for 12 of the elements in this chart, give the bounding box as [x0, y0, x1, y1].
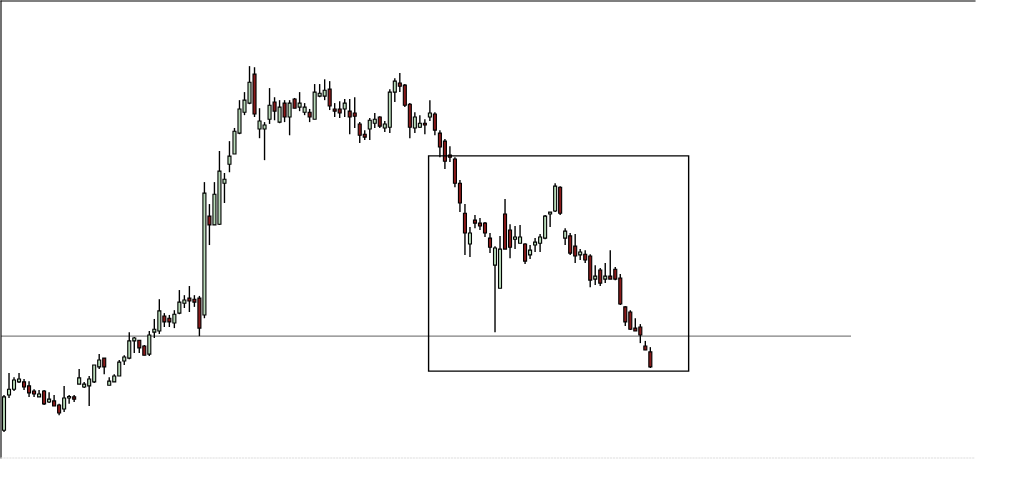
candlestick	[6, 372, 12, 399]
candlestick	[422, 118, 427, 135]
candlestick	[432, 111, 437, 136]
candlestick	[462, 203, 468, 256]
candlestick	[472, 214, 478, 229]
candlestick	[648, 346, 653, 369]
candlestick	[533, 237, 538, 253]
candlestick	[512, 225, 518, 250]
candlestick	[327, 80, 332, 111]
candlestick	[227, 140, 232, 173]
candlestick	[623, 305, 628, 327]
candlestick	[352, 96, 357, 129]
